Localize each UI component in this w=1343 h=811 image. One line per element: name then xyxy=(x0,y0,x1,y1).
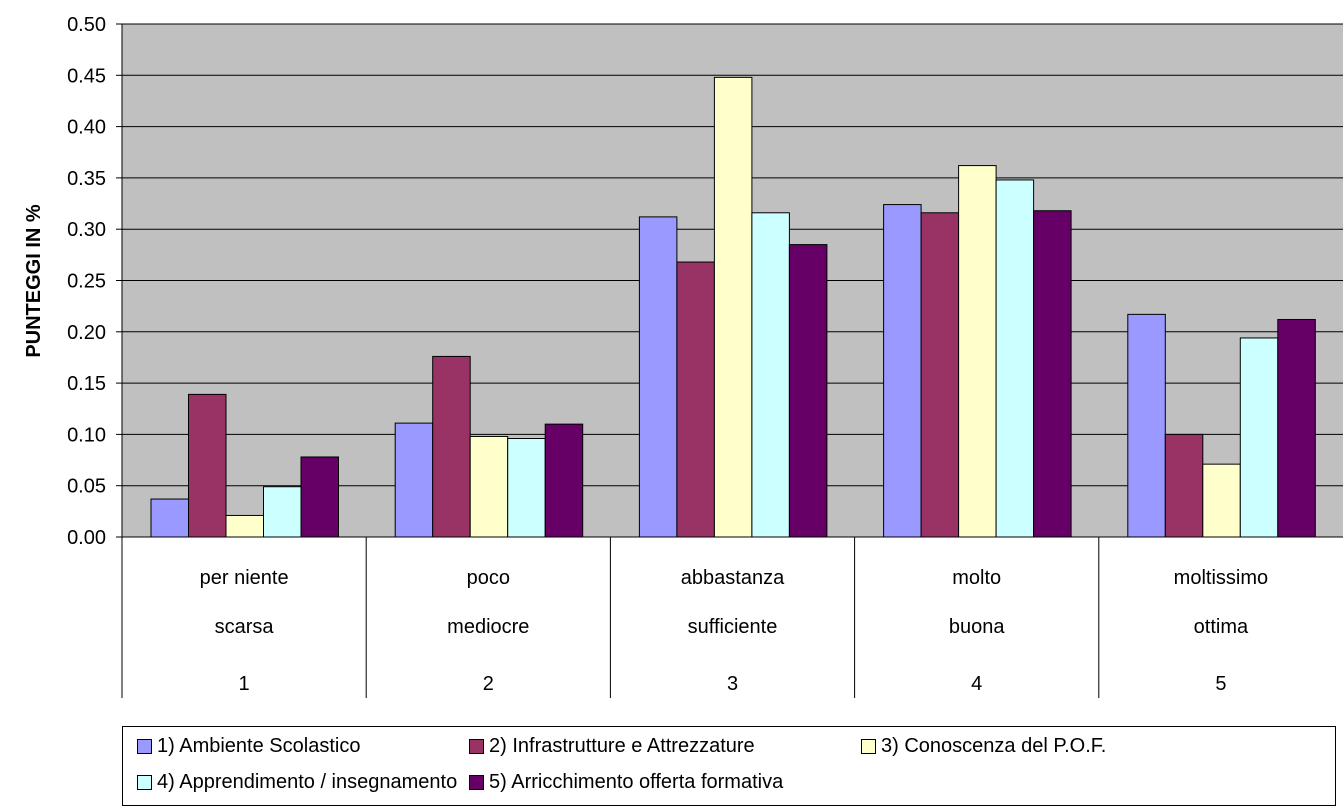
bar xyxy=(1202,463,1241,538)
legend-swatch-2 xyxy=(469,738,484,754)
y-tick-label: 0.10 xyxy=(67,424,106,446)
bar xyxy=(544,423,584,538)
y-axis: 0.00 0.05 0.10 0.15 0.20 0.25 0.30 0.35 0.40 0.45… xyxy=(67,14,123,549)
bar xyxy=(300,456,339,538)
legend-swatch-5 xyxy=(469,774,484,790)
y-tick-label: 0.50 xyxy=(67,14,106,36)
y-tick-label: 0.05 xyxy=(67,476,106,498)
legend-swatch-4 xyxy=(137,774,152,790)
legend-item-2: 2) Infrastrutture e Attrezzature xyxy=(469,733,755,759)
x-tick-label: buona xyxy=(949,616,1005,638)
legend-label-1: 1) Ambiente Scolastico xyxy=(157,734,361,757)
legend-item-3: 3) Conoscenza del P.O.F. xyxy=(861,733,1106,759)
x-axis: per niente scarsa 1 poco mediocre 2 abbastanza… xyxy=(121,536,1343,698)
bar xyxy=(1239,337,1279,538)
bar xyxy=(1033,210,1072,538)
x-tick-label: mediocre xyxy=(447,616,529,638)
legend-swatch-1 xyxy=(137,738,152,754)
x-tick-label: scarsa xyxy=(215,616,275,638)
bar xyxy=(788,244,828,538)
bar xyxy=(995,179,1035,538)
bar xyxy=(394,422,434,538)
bar xyxy=(188,393,227,538)
x-tick-label: molto xyxy=(952,567,1001,589)
bar xyxy=(263,486,302,538)
x-tick-label: poco xyxy=(467,567,510,589)
legend-item-5: 5) Arricchimento offerta formativa xyxy=(469,769,783,795)
legend-swatch-3 xyxy=(861,738,876,754)
x-tick-label: abbastanza xyxy=(681,567,785,589)
y-tick-label: 0.15 xyxy=(67,373,106,395)
bars xyxy=(150,76,1316,538)
bar xyxy=(958,165,997,538)
bar xyxy=(713,76,753,538)
bar xyxy=(150,498,189,538)
y-axis-label: PUNTEGGI IN % xyxy=(23,204,45,358)
y-tick-label: 0.45 xyxy=(67,65,106,87)
legend-item-1: 1) Ambiente Scolastico xyxy=(137,733,360,759)
bar xyxy=(225,514,264,538)
x-tick-label: moltissimo xyxy=(1174,567,1268,589)
x-tick-label: 3 xyxy=(727,673,738,695)
x-tick-label: sufficiente xyxy=(688,616,778,638)
bar xyxy=(1277,318,1316,538)
bar-chart: 0.00 0.05 0.10 0.15 0.20 0.25 0.30 0.35 0.40 0.45… xyxy=(23,14,1343,698)
bar xyxy=(920,212,960,538)
legend-item-4: 4) Apprendimento / insegnamento xyxy=(137,769,457,795)
bar xyxy=(1127,313,1166,538)
x-tick-label: 5 xyxy=(1215,673,1226,695)
bar xyxy=(676,261,715,538)
legend-label-3: 3) Conoscenza del P.O.F. xyxy=(881,734,1107,757)
bar xyxy=(638,216,678,538)
bar xyxy=(432,355,471,538)
x-tick-label: 1 xyxy=(239,673,250,695)
y-tick-label: 0.25 xyxy=(67,271,106,293)
x-tick-label: per niente xyxy=(200,567,289,589)
y-tick-label: 0.00 xyxy=(67,527,106,549)
x-tick-label: 2 xyxy=(483,673,494,695)
legend-label-4: 4) Apprendimento / insegnamento xyxy=(157,770,458,793)
y-tick-label: 0.40 xyxy=(67,117,106,139)
y-tick-label: 0.35 xyxy=(67,168,106,190)
legend-label-5: 5) Arricchimento offerta formativa xyxy=(489,770,784,793)
bar xyxy=(751,212,790,538)
bar xyxy=(507,438,546,538)
legend-label-2: 2) Infrastrutture e Attrezzature xyxy=(489,734,755,757)
x-tick-label: ottima xyxy=(1194,616,1249,638)
x-tick-label: 4 xyxy=(971,673,982,695)
legend: 1) Ambiente Scolastico 2) Infrastrutture… xyxy=(122,726,1336,806)
bar xyxy=(1164,433,1204,538)
y-tick-label: 0.20 xyxy=(67,322,106,344)
y-tick-label: 0.30 xyxy=(67,219,106,241)
bar xyxy=(883,204,922,538)
bar xyxy=(469,435,509,538)
